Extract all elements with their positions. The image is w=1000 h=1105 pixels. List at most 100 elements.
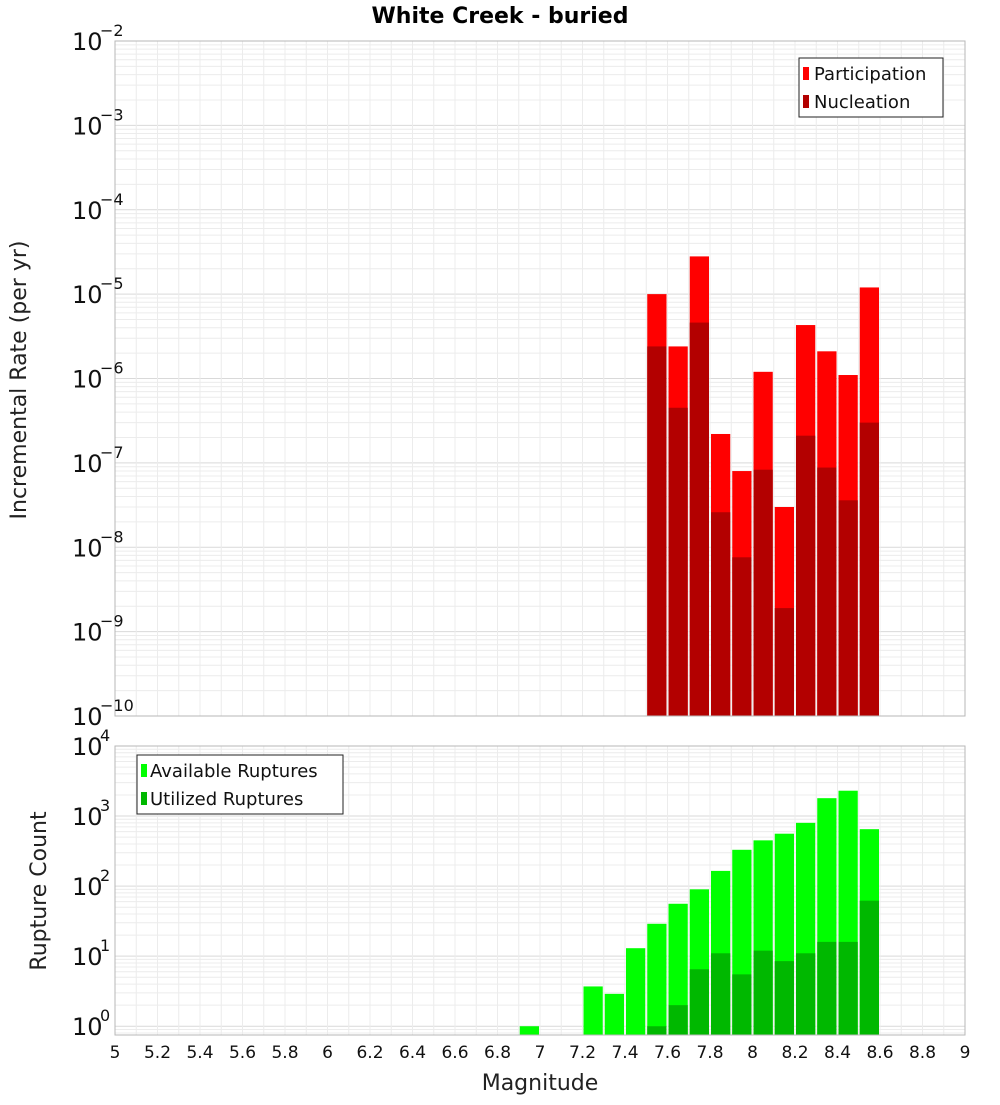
bottom-y-tick-exponent: 4 bbox=[100, 726, 110, 745]
bar-nucleation-m8-05 bbox=[753, 469, 773, 716]
bar-utilized-m8-45 bbox=[838, 941, 858, 1035]
top-y-tick-exponent: −4 bbox=[100, 190, 124, 209]
bottom-y-tick-exponent: 2 bbox=[100, 866, 110, 885]
top-legend-box bbox=[798, 57, 944, 118]
x-tick-label: 9 bbox=[960, 1043, 971, 1063]
x-tick-label: 8 bbox=[747, 1043, 758, 1063]
bar-utilized-m8-15 bbox=[774, 961, 794, 1035]
bottom-plot-frame bbox=[114, 745, 966, 1036]
bar-available-m7-45 bbox=[626, 948, 646, 1035]
bar-nucleation-m8-35 bbox=[817, 467, 837, 716]
top-y-tick-label: 10 bbox=[72, 703, 103, 731]
x-tick-label: 6.2 bbox=[356, 1043, 383, 1063]
bar-nucleation-m8-45 bbox=[838, 500, 858, 716]
legend-label-nucleation: Nucleation bbox=[814, 92, 910, 113]
top-y-tick-label: 10 bbox=[72, 450, 103, 478]
bottom-y-tick-exponent: 0 bbox=[100, 1006, 110, 1025]
legend-swatch-participation bbox=[803, 67, 809, 80]
legend-label-utilized-ruptures: Utilized Ruptures bbox=[150, 789, 303, 810]
bar-available-m7-35 bbox=[604, 993, 624, 1035]
bottom-y-tick-exponent: 3 bbox=[100, 796, 110, 815]
x-axis-label: Magnitude bbox=[482, 1071, 599, 1096]
top-y-tick-exponent: −5 bbox=[100, 274, 124, 293]
bottom-y-axis-label: Rupture Count bbox=[27, 811, 52, 971]
bottom-y-tick-label: 10 bbox=[72, 803, 103, 831]
top-y-tick-label: 10 bbox=[72, 619, 103, 647]
x-tick-label: 8.4 bbox=[824, 1043, 851, 1063]
bar-nucleation-m7-55 bbox=[647, 346, 667, 716]
x-tick-label: 7.4 bbox=[611, 1043, 638, 1063]
bar-nucleation-m8-15 bbox=[774, 608, 794, 716]
bar-available-m7-25 bbox=[583, 986, 603, 1035]
legend-swatch-utilized-ruptures bbox=[141, 792, 147, 805]
x-tick-label: 6.4 bbox=[399, 1043, 426, 1063]
top-y-tick-label: 10 bbox=[72, 28, 103, 56]
top-y-tick-label: 10 bbox=[72, 112, 103, 140]
x-tick-label: 5.2 bbox=[144, 1043, 171, 1063]
legend-swatch-available-ruptures bbox=[141, 764, 147, 777]
top-y-tick-label: 10 bbox=[72, 534, 103, 562]
bar-utilized-m8-55 bbox=[859, 900, 879, 1035]
top-y-tick-label: 10 bbox=[72, 366, 103, 394]
top-y-axis-label: Incremental Rate (per yr) bbox=[7, 241, 32, 520]
top-legend: Participation Nucleation bbox=[798, 57, 944, 118]
bar-utilized-m7-75 bbox=[689, 969, 709, 1035]
top-y-tick-exponent: −7 bbox=[100, 443, 124, 462]
x-tick-label: 7.6 bbox=[654, 1043, 681, 1063]
bottom-y-tick-label: 10 bbox=[72, 733, 103, 761]
bottom-legend-box bbox=[136, 754, 344, 815]
legend-swatch-nucleation bbox=[803, 95, 809, 108]
bar-nucleation-m8-25 bbox=[796, 435, 816, 716]
top-y-tick-exponent: −9 bbox=[100, 612, 124, 631]
x-tick-label: 8.2 bbox=[781, 1043, 808, 1063]
x-tick-label: 5.8 bbox=[271, 1043, 298, 1063]
bar-nucleation-m7-95 bbox=[732, 557, 752, 716]
bar-nucleation-m7-75 bbox=[689, 322, 709, 716]
bottom-y-tick-exponent: 1 bbox=[100, 936, 110, 955]
bar-available-m7-55 bbox=[647, 923, 667, 1035]
x-tick-label: 6.8 bbox=[484, 1043, 511, 1063]
x-tick-label: 7 bbox=[535, 1043, 546, 1063]
bottom-y-tick-label: 10 bbox=[72, 943, 103, 971]
top-y-tick-exponent: −2 bbox=[100, 21, 124, 40]
top-plot-bars bbox=[647, 256, 879, 716]
x-tick-label: 5.6 bbox=[229, 1043, 256, 1063]
bottom-y-tick-label: 10 bbox=[72, 1013, 103, 1041]
x-tick-label: 6 bbox=[322, 1043, 333, 1063]
legend-label-available-ruptures: Available Ruptures bbox=[150, 761, 318, 782]
chart-title: White Creek - buried bbox=[372, 4, 629, 29]
top-y-tick-exponent: −6 bbox=[100, 359, 124, 378]
legend-label-participation: Participation bbox=[814, 64, 926, 85]
top-y-tick-exponent: −8 bbox=[100, 527, 124, 546]
top-plot-gridlines bbox=[114, 41, 966, 717]
bar-utilized-m7-95 bbox=[732, 974, 752, 1035]
x-tick-label: 5.4 bbox=[186, 1043, 213, 1063]
bottom-y-tick-label: 10 bbox=[72, 873, 103, 901]
x-tick-label: 6.6 bbox=[441, 1043, 468, 1063]
bar-utilized-m7-55 bbox=[647, 1026, 667, 1035]
bar-nucleation-m8-55 bbox=[859, 422, 879, 716]
bar-utilized-m8-05 bbox=[753, 950, 773, 1035]
x-tick-label: 7.8 bbox=[696, 1043, 723, 1063]
x-tick-label: 8.8 bbox=[909, 1043, 936, 1063]
bottom-legend: Available Ruptures Utilized Ruptures bbox=[136, 754, 344, 815]
x-tick-label: 7.2 bbox=[569, 1043, 596, 1063]
top-y-tick-exponent: −3 bbox=[100, 105, 124, 124]
bar-nucleation-m7-85 bbox=[711, 512, 731, 716]
bar-nucleation-m7-65 bbox=[668, 407, 688, 716]
bar-utilized-m8-35 bbox=[817, 941, 837, 1035]
x-tick-label: 8.6 bbox=[866, 1043, 893, 1063]
top-y-tick-label: 10 bbox=[72, 197, 103, 225]
top-y-tick-exponent: −10 bbox=[100, 696, 134, 715]
top-plot-frame bbox=[114, 40, 966, 717]
bar-available-m7-65 bbox=[668, 903, 688, 1035]
bar-utilized-m8-25 bbox=[796, 953, 816, 1035]
x-tick-label: 5 bbox=[110, 1043, 121, 1063]
bar-utilized-m7-65 bbox=[668, 1005, 688, 1035]
top-y-tick-label: 10 bbox=[72, 281, 103, 309]
bottom-plot-bars bbox=[519, 790, 879, 1035]
bar-utilized-m7-85 bbox=[711, 953, 731, 1035]
